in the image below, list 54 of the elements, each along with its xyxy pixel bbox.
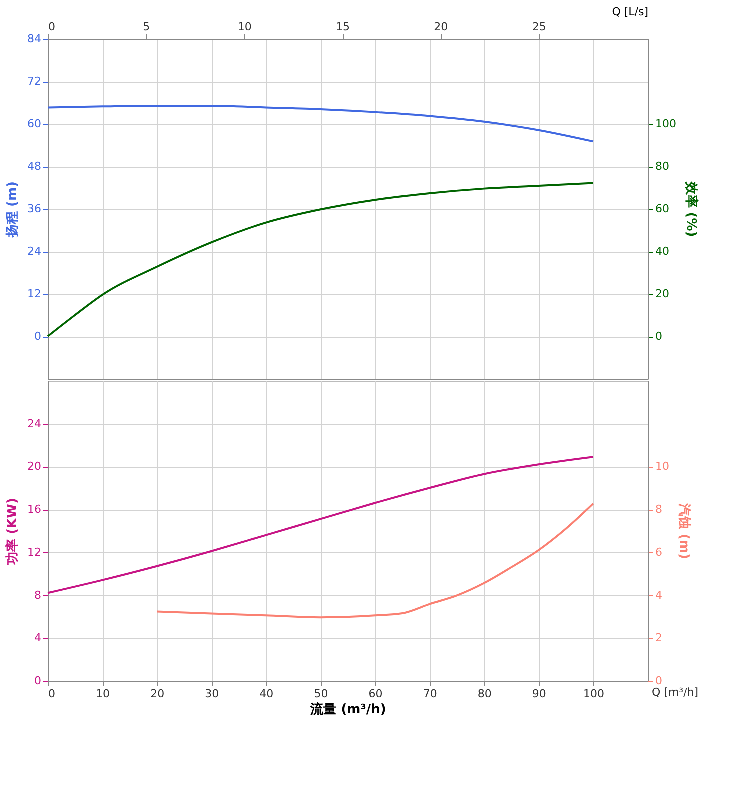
y2-tick-label: 40 bbox=[656, 245, 670, 258]
y-tick-label: 12 bbox=[28, 288, 42, 300]
y-axis-title: 功率 (KW) bbox=[4, 498, 21, 566]
y2-tick-label: 2 bbox=[656, 632, 662, 645]
y-tick-label: 20 bbox=[28, 460, 42, 474]
y-tick-label: 24 bbox=[28, 245, 42, 258]
y2-tick-label: 6 bbox=[656, 546, 662, 559]
x2-axis-title: Q [L/s] bbox=[612, 6, 648, 18]
x-tick-label: 30 bbox=[205, 688, 220, 700]
y-tick-label: 36 bbox=[28, 202, 42, 216]
y2-tick-label: 60 bbox=[656, 202, 670, 216]
x2-tick-label: 10 bbox=[238, 20, 252, 34]
y-tick-label: 0 bbox=[34, 674, 42, 688]
x-tick-label: 100 bbox=[583, 688, 604, 700]
line-series bbox=[47, 182, 594, 338]
y2-tick-label: 0 bbox=[656, 330, 662, 343]
y-tick-label: 12 bbox=[28, 546, 42, 559]
x2-tick-label: 20 bbox=[434, 20, 448, 34]
x2-tick-label: 15 bbox=[336, 20, 350, 34]
y2-axis-title: 效率 (%) bbox=[683, 180, 700, 238]
y-tick-label: 84 bbox=[28, 32, 42, 46]
y-tick-label: 72 bbox=[28, 75, 42, 88]
x-tick-label: 10 bbox=[96, 688, 110, 700]
y2-tick-label: 0 bbox=[656, 674, 662, 688]
y2-tick-label: 10 bbox=[656, 460, 670, 474]
text: Q [m³/h] bbox=[652, 686, 699, 699]
x2-tick-label: 25 bbox=[532, 20, 546, 34]
y2-tick-label: 8 bbox=[656, 503, 662, 516]
y2-tick-label: 20 bbox=[656, 288, 670, 300]
y-tick-label: 48 bbox=[28, 160, 42, 173]
x-tick-label: 50 bbox=[314, 688, 328, 700]
line-series bbox=[156, 502, 594, 619]
y-tick-label: 8 bbox=[34, 588, 42, 602]
x-tick-label: 90 bbox=[532, 688, 546, 700]
y2-tick-label: 4 bbox=[656, 588, 662, 602]
y-tick-label: 4 bbox=[34, 632, 42, 645]
line-series bbox=[47, 104, 594, 143]
y-tick-label: 60 bbox=[28, 118, 42, 130]
y-tick-label: 16 bbox=[28, 503, 42, 516]
y-tick-label: 0 bbox=[34, 330, 42, 343]
x-tick-label: 0 bbox=[48, 688, 56, 700]
y-axis-title: 扬程 (m) bbox=[6, 182, 21, 238]
x-axis-title: 流量 (m³/h) bbox=[310, 702, 386, 718]
x-tick-label: 40 bbox=[260, 688, 274, 700]
y-tick-label: 24 bbox=[28, 417, 42, 430]
x2-tick-label: 5 bbox=[143, 20, 150, 34]
x-tick-label: 80 bbox=[478, 688, 492, 700]
y2-tick-label: 100 bbox=[656, 118, 676, 130]
x-tick-label: 20 bbox=[150, 688, 165, 700]
y2-axis-title: 汽蚀 (m) bbox=[676, 502, 692, 560]
x-tick-label: 60 bbox=[368, 688, 383, 700]
y2-tick-label: 80 bbox=[656, 160, 670, 173]
x-tick-label: 70 bbox=[423, 688, 438, 700]
x2-tick-label: 0 bbox=[48, 20, 56, 34]
